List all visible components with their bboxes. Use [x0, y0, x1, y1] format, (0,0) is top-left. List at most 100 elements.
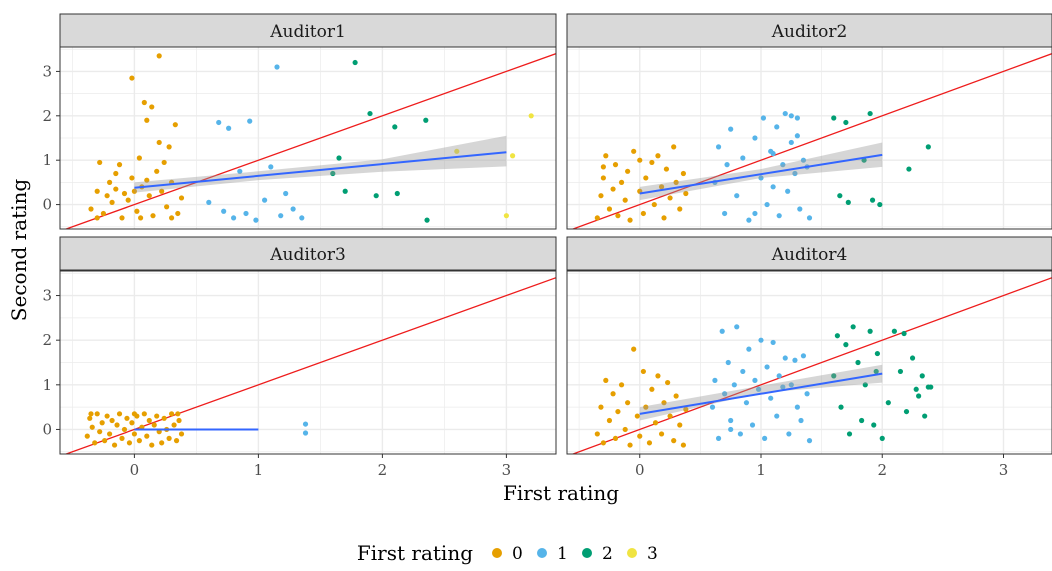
- data-point: [834, 333, 840, 339]
- data-point: [216, 119, 222, 126]
- data-point: [752, 377, 758, 383]
- data-point: [746, 346, 752, 352]
- data-point: [247, 118, 253, 124]
- data-point: [677, 206, 683, 212]
- y-tick-label: 1: [42, 376, 52, 394]
- data-point: [740, 155, 746, 161]
- data-point: [831, 373, 837, 379]
- data-point: [673, 179, 679, 185]
- data-point: [141, 99, 147, 106]
- data-point: [919, 373, 925, 379]
- data-point: [873, 368, 879, 375]
- data-point: [913, 386, 919, 392]
- data-point: [610, 391, 616, 397]
- reference-line: [64, 53, 556, 229]
- data-point: [743, 400, 750, 406]
- data-point: [131, 411, 137, 417]
- data-point: [640, 210, 646, 217]
- data-point: [175, 411, 181, 417]
- data-point: [615, 213, 621, 219]
- panel-auditor2: Auditor2: [566, 13, 1052, 230]
- data-point: [667, 413, 673, 419]
- data-point: [677, 422, 683, 428]
- data-point: [164, 204, 170, 210]
- data-point: [885, 400, 891, 406]
- x-tick-label: 3: [999, 461, 1009, 479]
- data-point: [253, 217, 259, 223]
- data-point: [837, 193, 843, 199]
- panel-border: [59, 270, 557, 455]
- data-point: [136, 438, 142, 444]
- data-point: [680, 170, 687, 177]
- data-point: [879, 435, 885, 441]
- data-point: [627, 217, 633, 223]
- data-point: [867, 110, 873, 117]
- data-point: [715, 144, 722, 150]
- data-point: [330, 170, 336, 177]
- legend-label: 1: [557, 544, 568, 564]
- data-point: [652, 420, 659, 426]
- data-point: [600, 175, 606, 181]
- data-point: [94, 411, 100, 417]
- data-point: [603, 153, 609, 159]
- data-point: [752, 135, 758, 141]
- data-point: [88, 411, 94, 417]
- data-point: [737, 431, 743, 437]
- data-point: [655, 373, 661, 379]
- data-point: [780, 384, 786, 390]
- data-point: [631, 346, 637, 352]
- panel-auditor3: Auditor3 0 1 2 3 0 1 2 3: [42, 236, 557, 479]
- data-point: [610, 186, 616, 192]
- data-point: [770, 184, 776, 190]
- y-tick-label: 1: [42, 151, 52, 169]
- data-point: [877, 201, 883, 208]
- data-point: [740, 368, 746, 375]
- x-tick-label: 2: [378, 461, 388, 479]
- data-point: [916, 393, 922, 399]
- data-point: [237, 168, 243, 174]
- data-point: [776, 373, 782, 379]
- data-point: [352, 59, 358, 66]
- legend-label: 3: [647, 544, 658, 564]
- y-axis-title: Second rating: [7, 179, 31, 322]
- data-point: [124, 415, 130, 421]
- data-point: [125, 197, 131, 203]
- data-point: [149, 104, 155, 110]
- data-point: [290, 206, 296, 212]
- legend-title: First rating: [357, 541, 473, 565]
- data-point: [161, 415, 167, 421]
- data-point: [615, 408, 621, 415]
- x-tick-label: 1: [756, 461, 766, 479]
- data-point: [175, 210, 181, 217]
- data-point: [156, 139, 162, 146]
- data-point: [785, 188, 791, 194]
- data-point: [768, 395, 774, 401]
- data-point: [661, 400, 667, 406]
- data-point: [709, 404, 716, 410]
- data-point: [758, 175, 764, 181]
- data-point: [600, 164, 606, 170]
- data-point: [299, 215, 305, 221]
- data-point: [274, 64, 280, 70]
- reference-line: [571, 53, 1052, 229]
- data-point: [746, 217, 752, 223]
- data-point: [150, 213, 156, 219]
- data-point: [658, 431, 665, 437]
- panel-border: [566, 270, 1052, 455]
- data-point: [800, 157, 807, 163]
- panel-auditor4: Auditor4 0 1 2 3: [566, 236, 1052, 479]
- data-point: [792, 170, 798, 177]
- data-point: [146, 193, 152, 199]
- data-point: [782, 110, 788, 117]
- panel-border: [59, 46, 557, 230]
- data-point: [800, 353, 807, 359]
- data-point: [129, 420, 135, 426]
- data-point: [159, 440, 165, 446]
- data-point: [786, 431, 792, 437]
- panel-border: [566, 46, 1052, 230]
- y-tick-label: 2: [42, 331, 52, 349]
- data-point: [509, 153, 516, 159]
- data-point: [774, 413, 780, 419]
- data-point: [731, 382, 737, 388]
